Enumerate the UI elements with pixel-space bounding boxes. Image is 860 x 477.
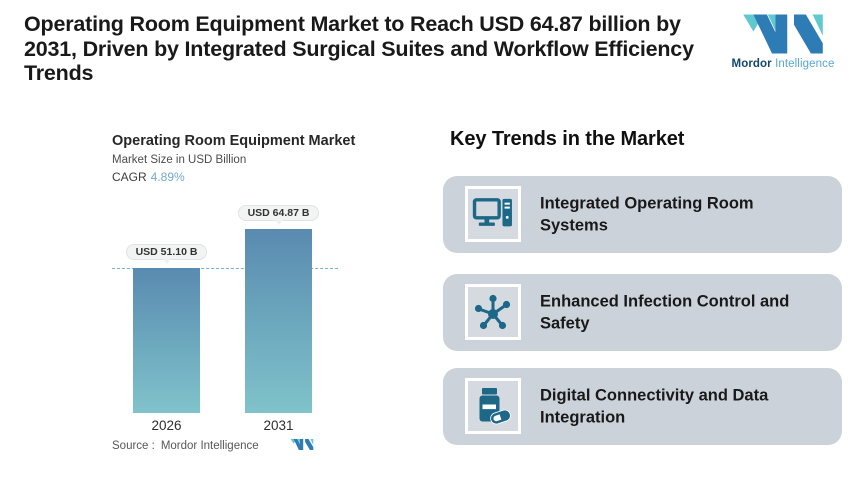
bar-plot: USD 51.10 B 2026 USD 64.87 B 2031: [112, 200, 338, 440]
trend-icon-tile: [465, 186, 521, 242]
source-value: Mordor Intelligence: [160, 440, 259, 452]
trend-label-line: Integration: [540, 408, 626, 427]
trend-icon-tile: [465, 378, 521, 434]
trend-label-line: Systems: [540, 216, 608, 235]
trends-heading: Key Trends in the Market: [450, 128, 685, 150]
cagr-label: CAGR: [112, 170, 147, 184]
mordor-logo-mark-icon: [743, 14, 823, 54]
bar-value-label-2031: USD 64.87 B: [237, 205, 320, 221]
trend-label-line: Digital Connectivity and Data: [540, 386, 769, 404]
molecule-icon: [474, 294, 511, 330]
trend-label-line: Integrated Operating Room: [540, 194, 754, 212]
trend-label-line: Enhanced Infection Control and: [540, 292, 790, 310]
page-title: Operating Room Equipment Market to Reach…: [24, 12, 724, 86]
bar-value-label-2026: USD 51.10 B: [125, 244, 208, 260]
source-label: Source :: [112, 440, 155, 452]
chart-title: Operating Room Equipment Market: [112, 133, 356, 149]
trend-card-infection-control: Enhanced Infection Control and Safety: [443, 274, 842, 351]
chart-subtitle: Market Size in USD Billion: [112, 154, 247, 166]
chart-source: Source : Mordor Intelligence: [112, 440, 259, 452]
trend-card-digital-connectivity: Digital Connectivity and Data Integratio…: [443, 368, 842, 445]
chart-cagr: CAGR 4.89%: [112, 170, 185, 184]
page-title-line-2: 2031, Driven by Integrated Surgical Suit…: [24, 36, 694, 61]
mordor-logo-wordmark: Mordor Intelligence: [723, 58, 843, 70]
computer-icon: [472, 198, 512, 227]
logo-brand-bold: Mordor: [731, 58, 772, 70]
dashed-threshold-line: [112, 268, 338, 269]
page-title-line-1: Operating Room Equipment Market to Reach…: [24, 12, 681, 36]
trend-label: Enhanced Infection Control and Safety: [540, 290, 789, 335]
logo-brand-light: Intelligence: [775, 58, 835, 70]
trend-icon-tile: [465, 284, 521, 340]
mordor-intelligence-logo: Mordor Intelligence: [723, 12, 843, 70]
page-title-line-3: Trends: [24, 61, 94, 85]
bar-value-label-pointer: [162, 259, 171, 264]
x-axis-label-2026: 2026: [151, 418, 182, 433]
bar-2026: [133, 268, 200, 413]
x-axis-label-2031: 2031: [263, 418, 294, 433]
pill-bottle-icon: [479, 388, 511, 425]
cagr-value: 4.89%: [150, 170, 185, 184]
trend-card-integrated-or-systems: Integrated Operating Room Systems: [443, 176, 842, 253]
bar-2031: [245, 229, 312, 413]
trend-label: Digital Connectivity and Data Integratio…: [540, 384, 768, 429]
trend-label: Integrated Operating Room Systems: [540, 192, 754, 237]
trend-label-line: Safety: [540, 314, 590, 333]
bar-value-label-pointer: [274, 220, 283, 225]
mordor-mini-logo-icon: [290, 438, 314, 451]
